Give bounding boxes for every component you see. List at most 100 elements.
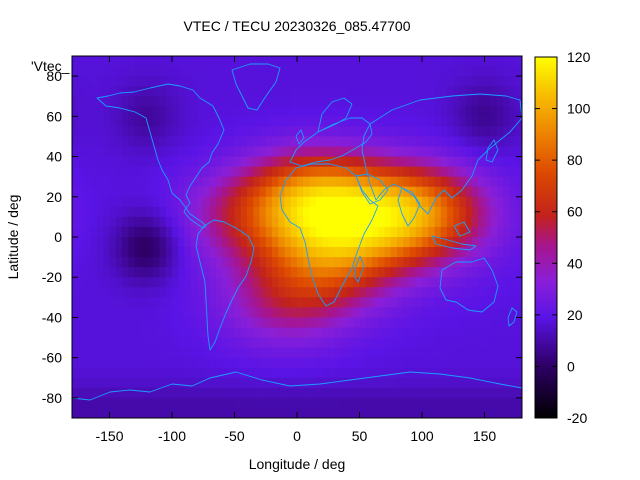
heatmap-cell (428, 96, 436, 107)
heatmap-cell (384, 337, 392, 349)
heatmap-cell (90, 176, 98, 188)
heatmap-cell (503, 56, 511, 67)
coastline-india (397, 187, 421, 227)
heatmap-cell (359, 237, 367, 248)
heatmap-cell (397, 136, 404, 148)
heatmap-cell (197, 166, 204, 178)
heatmap-cell (365, 277, 373, 288)
heatmap-cell (315, 337, 323, 349)
heatmap-cell (515, 126, 522, 138)
heatmap-cell (159, 186, 167, 198)
heatmap-cell (497, 297, 504, 308)
heatmap-cell (447, 297, 454, 308)
chart-title: VTEC / TECU 20230326_085.47700 (183, 18, 410, 34)
heatmap-cell (365, 56, 373, 67)
heatmap-cell (372, 186, 379, 198)
heatmap-cell (365, 287, 373, 298)
heatmap-cell (178, 327, 186, 339)
heatmap-cell (365, 237, 373, 248)
heatmap-cell (134, 176, 142, 188)
heatmap-cell (134, 367, 142, 379)
heatmap-cell (434, 277, 442, 288)
heatmap-cell (128, 196, 136, 208)
heatmap-cell (353, 176, 361, 188)
heatmap-cell (403, 106, 411, 117)
heatmap-cell (434, 146, 442, 158)
heatmap-cell (465, 327, 473, 339)
heatmap-cell (353, 267, 361, 278)
heatmap-cell (240, 196, 248, 208)
heatmap-cell (403, 327, 411, 339)
heatmap-cell (115, 96, 123, 107)
heatmap-cell (509, 267, 517, 278)
heatmap-cell (178, 206, 186, 218)
heatmap-cell (190, 166, 198, 178)
heatmap-cell (247, 56, 254, 67)
x-tick-label: 100 (410, 428, 434, 444)
heatmap-cell (315, 86, 323, 97)
heatmap-cell (72, 186, 79, 198)
heatmap-cell (484, 226, 492, 238)
heatmap-cell (390, 247, 398, 258)
heatmap-cell (397, 277, 404, 288)
heatmap-cell (147, 347, 154, 359)
heatmap-cell (453, 397, 461, 409)
heatmap-cell (465, 407, 473, 418)
heatmap-cell (384, 347, 392, 359)
heatmap-cell (309, 357, 317, 369)
heatmap-cell (334, 237, 342, 248)
heatmap-cell (140, 257, 148, 268)
heatmap-cell (459, 206, 467, 218)
heatmap-cell (109, 357, 117, 369)
heatmap-cell (447, 106, 454, 117)
heatmap-cell (409, 357, 417, 369)
heatmap-cell (347, 176, 354, 188)
heatmap-cell (228, 96, 236, 107)
heatmap-cell (140, 267, 148, 278)
heatmap-cell (497, 387, 504, 399)
heatmap-cell (278, 297, 286, 308)
heatmap-cell (209, 176, 217, 188)
heatmap-cell (197, 226, 204, 238)
heatmap-cell (378, 367, 386, 379)
heatmap-cell (440, 106, 448, 117)
heatmap-cell (278, 216, 286, 228)
heatmap-cell (84, 96, 92, 107)
heatmap-cell (472, 257, 479, 268)
heatmap-cell (347, 327, 354, 339)
heatmap-cell (359, 226, 367, 238)
heatmap-cell (397, 56, 404, 67)
heatmap-cell (197, 287, 204, 298)
heatmap-cell (209, 116, 217, 127)
heatmap-cell (315, 186, 323, 198)
heatmap-cell (353, 307, 361, 319)
heatmap-cell (259, 257, 267, 268)
heatmap-cell (447, 267, 454, 278)
heatmap-cell (434, 206, 442, 218)
heatmap-cell (128, 287, 136, 298)
heatmap-cell (178, 86, 186, 97)
heatmap-cell (97, 347, 104, 359)
heatmap-cell (490, 327, 498, 339)
heatmap-cell (209, 327, 217, 339)
heatmap-cell (447, 347, 454, 359)
heatmap-cell (184, 96, 192, 107)
heatmap-cell (153, 287, 161, 298)
heatmap-cell (178, 277, 186, 288)
heatmap-cell (390, 186, 398, 198)
heatmap-cell (172, 257, 179, 268)
heatmap-cell (453, 317, 461, 329)
heatmap-cell (134, 287, 142, 298)
heatmap-cell (103, 116, 111, 127)
heatmap-cell (497, 86, 504, 97)
heatmap-cell (103, 307, 111, 319)
heatmap-cell (297, 297, 304, 308)
heatmap-cell (409, 257, 417, 268)
heatmap-cell (509, 206, 517, 218)
heatmap-cell (234, 166, 242, 178)
heatmap-cell (515, 86, 522, 97)
heatmap-cell (340, 196, 348, 208)
heatmap-cell (490, 337, 498, 349)
heatmap-cell (309, 196, 317, 208)
heatmap-cell (484, 257, 492, 268)
